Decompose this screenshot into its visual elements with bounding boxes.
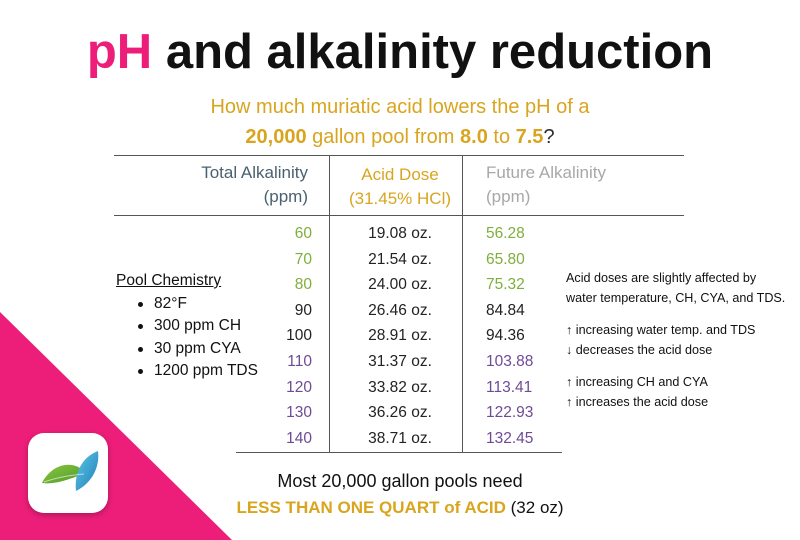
list-item: 300 ppm CH [138,315,258,338]
table-cell-future-alkalinity: 94.36 [486,327,525,345]
table-cell-acid-dose: 19.08 oz. [368,225,432,242]
subtitle-to: to [487,126,516,148]
table-header-rule [114,215,684,216]
note-line: ↓ decreases the acid dose [566,342,713,357]
table-cell-total-alkalinity: 70 [294,250,312,268]
notes: Acid doses are slightly affected by wate… [566,269,798,412]
table-cell-acid-dose: 31.37 oz. [368,352,432,370]
column-future-alkalinity: 56.28 65.80 75.32 84.84 94.36 103.88 113.41 122… [486,221,566,451]
table-cell-future-alkalinity: 56.28 [486,225,525,242]
table-cell-acid-dose: 38.71 oz. [368,429,432,447]
table-cell-future-alkalinity: 113.41 [486,378,533,396]
note-line: water temperature, CH, CYA, and TDS. [566,290,786,305]
table-cell-future-alkalinity: 75.32 [486,276,525,294]
table-cell-future-alkalinity: 84.84 [486,301,525,319]
subtitle-gallons: 20,000 [245,126,307,148]
pool-chemistry: Pool Chemistry 82°F 300 ppm CH 30 ppm CY… [116,270,258,383]
list-item: 82°F [138,293,258,316]
list-item: 1200 ppm TDS [138,360,258,383]
page-title: pH and alkalinity reduction [0,22,800,82]
subtitle: How much muriatic acid lowers the pH of … [0,92,800,152]
leaf-logo-icon [28,433,108,513]
column-total-alkalinity: 60 70 80 90 100 110 120 130 140 [252,221,312,451]
subtitle-ph-to: 7.5 [515,126,544,148]
list-item: 30 ppm CYA [138,338,258,361]
bottom-paren: (32 oz) [505,498,564,517]
subtitle-line2: 20,000 gallon pool from 8.0 to 7.5? [0,122,800,152]
subtitle-end: ? [543,126,555,148]
table-bottom-rule [236,452,562,453]
pool-chemistry-list: 82°F 300 ppm CH 30 ppm CYA 1200 ppm TDS [116,293,258,383]
note-line: ↑ increasing water temp. and TDS [566,323,756,337]
subtitle-ph-from: 8.0 [460,126,488,148]
table-cell-acid-dose: 26.46 oz. [368,301,432,319]
leaf-logo-graphic [42,451,99,491]
table-cell-total-alkalinity: 60 [294,225,312,242]
header-future-alkalinity: Future Alkalinity (ppm) [486,163,606,206]
title-ph: pH [86,25,153,79]
pool-chemistry-title: Pool Chemistry [116,272,222,289]
table-cell-future-alkalinity: 103.88 [486,352,534,370]
table-divider-right [462,155,463,452]
table-cell-acid-dose: 21.54 oz. [368,250,432,268]
table-cell-future-alkalinity: 132.45 [486,429,534,447]
table-cell-acid-dose: 33.82 oz. [368,378,432,396]
subtitle-line1: How much muriatic acid lowers the pH of … [210,96,590,118]
title-rest: and alkalinity reduction [152,25,714,79]
table-cell-acid-dose: 36.26 oz. [368,404,432,422]
table-cell-total-alkalinity: 110 [287,352,312,370]
table-top-rule [114,155,684,156]
table-cell-acid-dose: 28.91 oz. [368,327,432,345]
subtitle-mid: gallon pool from [306,126,461,148]
table-cell-total-alkalinity: 80 [294,276,312,294]
table-cell-total-alkalinity: 120 [286,378,312,396]
table-cell-total-alkalinity: 140 [286,429,312,447]
note-line: ↑ increasing CH and CYA [566,375,708,389]
bottom-line2: LESS THAN ONE QUART of ACID (32 oz) [0,494,800,522]
table-cell-acid-dose: 24.00 oz. [368,276,432,294]
bottom-line1: Most 20,000 gallon pools need [277,471,523,491]
header-total-alkalinity: Total Alkalinity (ppm) [201,163,308,206]
table-divider-left [329,155,330,452]
note-line: Acid doses are slightly affected by [566,271,757,285]
header-acid-dose: Acid Dose (31.45% HCl) [348,165,452,208]
table-cell-total-alkalinity: 100 [286,327,312,345]
bottom-emphasis: LESS THAN ONE QUART of ACID [236,498,506,517]
note-line: ↑ increases the acid dose [566,394,709,409]
table-cell-future-alkalinity: 65.80 [486,250,525,268]
table-cell-total-alkalinity: 90 [294,301,312,319]
column-acid-dose: 19.08 oz. 21.54 oz. 24.00 oz. 26.46 oz. 28.9… [340,221,460,451]
table-cell-total-alkalinity: 130 [286,404,312,422]
table-cell-future-alkalinity: 122.93 [486,404,534,422]
